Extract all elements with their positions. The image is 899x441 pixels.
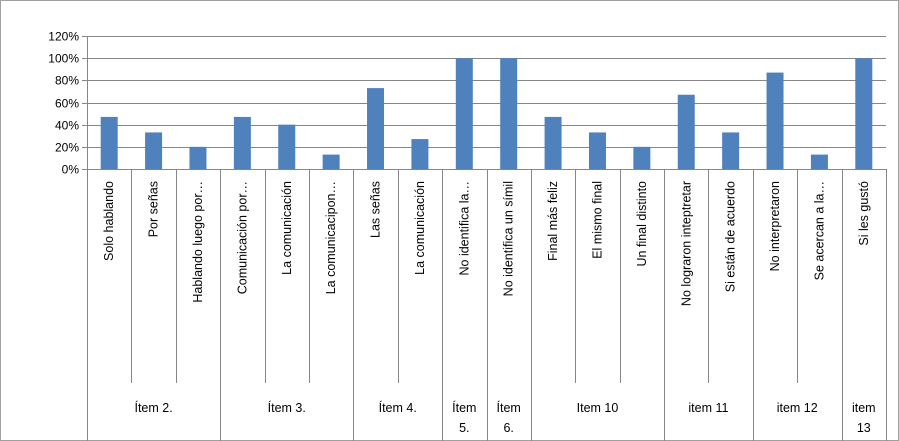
bar [411,139,429,169]
category-label: Un final distinto [635,181,649,267]
bar [367,88,385,169]
group-label: Ítem 4. [379,400,417,415]
category-label: Se acercan a la… [812,181,826,280]
y-tick-label: 60% [55,97,79,111]
category-label: Si les gustó [857,181,871,246]
category-label: Comunicación por… [235,181,249,294]
category-label: No identifica la… [457,181,471,276]
category-label: No lograron inteptretar [679,181,693,306]
category-label: El mismo final [590,181,604,259]
bar [145,132,163,169]
bar [100,116,118,169]
y-tick-label: 80% [55,74,79,88]
bar [855,58,873,169]
bar [766,72,784,169]
bar [810,154,828,169]
category-label: No identifica un símil [502,181,516,296]
category-label: Solo hablando [102,181,116,261]
y-tick-label: 120% [48,30,79,44]
group-label: Ítem 5. [452,400,476,435]
bar [722,132,740,169]
bar [278,124,296,169]
x-axis: Solo hablando Por señas Hablando luego por… [87,169,887,441]
bar [500,58,518,169]
category-label: Las señas [369,181,383,238]
y-tick-label: 0% [62,163,80,177]
category-label: Si están de acuerdo [724,181,738,292]
bar [677,94,695,169]
group-label: item 13 [852,401,876,435]
group-label: Ítem 6. [497,400,521,435]
bar [189,146,207,169]
bars [100,58,873,169]
group-label: item 12 [777,401,818,415]
gridlines [82,36,886,170]
group-label: Ítem 2. [134,400,172,415]
group-label: Ítem 3. [268,400,306,415]
category-label: Por señas [147,181,161,237]
y-tick-label: 40% [55,119,79,133]
category-label: La comunicacipon… [324,181,338,294]
category-label: Hablando luego por… [191,181,205,303]
bar [233,116,251,169]
bar [544,116,562,169]
bar [633,146,651,169]
bar [322,154,340,169]
category-label: No interpretaron [768,181,782,271]
category-label: La comunicación [280,181,294,275]
group-label: Item 10 [577,401,619,415]
group-label: item 11 [688,401,728,415]
bar [588,132,606,169]
category-label: La comunicación [413,181,427,275]
bar [455,58,473,169]
y-tick-label: 20% [55,141,79,155]
category-label: Final más feliz [546,181,560,261]
y-tick-label: 100% [48,52,79,66]
